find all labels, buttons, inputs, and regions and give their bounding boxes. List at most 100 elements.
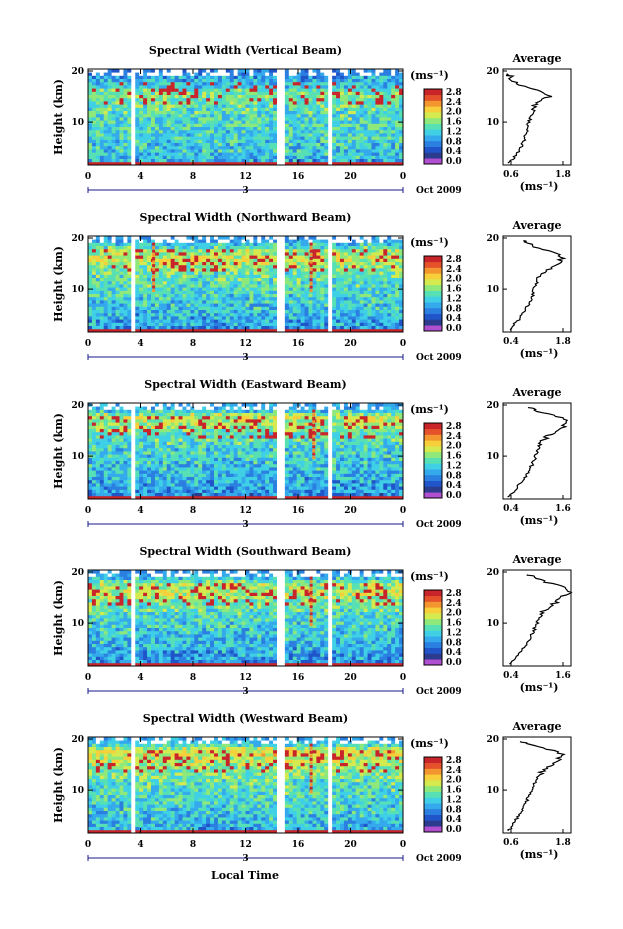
heatmap-cell <box>198 155 203 159</box>
heatmap-cell <box>395 242 400 246</box>
heatmap-cell <box>119 123 124 127</box>
heatmap-cell <box>174 316 179 320</box>
heatmap-cell <box>257 287 262 291</box>
heatmap-cell <box>253 255 258 259</box>
heatmap-cell <box>304 264 309 269</box>
heatmap-cell <box>135 85 140 89</box>
heatmap-cell <box>186 91 191 95</box>
heatmap-cell <box>316 274 321 278</box>
heatmap-cell <box>107 274 113 278</box>
heatmap-cell <box>170 120 176 124</box>
heatmap-cell <box>277 287 282 291</box>
heatmap-cell <box>233 306 239 310</box>
heatmap-cell <box>265 245 270 250</box>
heatmap-cell <box>265 142 270 147</box>
heatmap-cell <box>284 319 290 323</box>
heatmap-cell <box>241 293 246 298</box>
heatmap-cell <box>253 158 258 163</box>
heatmap-cell <box>395 322 400 326</box>
heatmap-cell <box>127 91 132 95</box>
heatmap-cell <box>277 306 282 310</box>
heatmap-cell <box>241 120 246 124</box>
heatmap-cell <box>217 236 223 240</box>
heatmap-cell <box>190 306 195 310</box>
heatmap-cell <box>170 248 176 253</box>
heatmap-cell <box>210 72 215 76</box>
heatmap-cell <box>273 88 278 92</box>
heatmap-cell <box>336 88 341 92</box>
heatmap-cell <box>135 69 140 73</box>
heatmap-cell <box>292 75 298 79</box>
heatmap-cell <box>363 104 368 108</box>
heatmap-cell <box>217 245 223 250</box>
heatmap-cell <box>202 104 207 108</box>
heatmap-cell <box>320 149 325 153</box>
heatmap-cell <box>210 306 215 310</box>
heatmap-cell <box>253 129 258 134</box>
heatmap-cell <box>304 145 309 150</box>
heatmap-cell <box>296 312 302 317</box>
heatmap-cell <box>343 236 349 240</box>
heatmap-cell <box>371 75 376 79</box>
heatmap-cell <box>277 85 282 89</box>
heatmap-cell <box>249 277 254 282</box>
heatmap-cell <box>95 277 101 282</box>
heatmap-cell <box>257 296 262 301</box>
heatmap-cell <box>355 258 361 262</box>
heatmap-cell <box>88 242 93 246</box>
heatmap-cell <box>103 78 109 83</box>
heatmap-cell <box>178 78 183 83</box>
heatmap-cell <box>210 81 215 86</box>
heatmap-cell <box>300 85 305 89</box>
heatmap-cell <box>340 69 345 73</box>
heatmap-cell <box>379 117 384 121</box>
heatmap-cell <box>383 309 388 314</box>
heatmap-cell <box>355 242 361 246</box>
heatmap-cell <box>245 287 250 291</box>
heatmap-cell <box>214 133 219 137</box>
heatmap-cell <box>379 239 384 243</box>
heatmap-cell <box>170 101 176 105</box>
heatmap-cell <box>221 303 227 307</box>
heatmap-cell <box>131 161 136 165</box>
heatmap-cell <box>241 123 246 127</box>
heatmap-cell <box>340 149 345 153</box>
heatmap-cell <box>257 280 262 285</box>
heatmap-cell <box>190 296 195 301</box>
heatmap-cell <box>135 293 140 298</box>
heatmap-cell <box>269 81 274 86</box>
heatmap-cell <box>178 268 183 272</box>
heatmap-cell <box>210 142 215 147</box>
heatmap-cell <box>88 277 93 282</box>
heatmap-cell <box>375 268 380 272</box>
heatmap-cell <box>115 107 120 111</box>
heatmap-cell <box>123 101 128 105</box>
heatmap-cell <box>95 97 101 102</box>
heatmap-cell <box>99 258 105 262</box>
heatmap-cell <box>245 277 250 282</box>
heatmap-cell <box>103 277 109 282</box>
heatmap-cell <box>166 75 172 79</box>
heatmap-cell <box>292 325 298 330</box>
heatmap-cell <box>347 264 353 269</box>
heatmap-cell <box>320 293 325 298</box>
heatmap-cell <box>154 94 160 99</box>
heatmap-cell <box>206 139 211 143</box>
heatmap-cell <box>127 133 132 137</box>
x-tick-label: 0 <box>85 339 91 349</box>
heatmap-cell <box>123 239 128 243</box>
heatmap-cell <box>300 69 305 73</box>
heatmap-cell <box>139 123 144 127</box>
heatmap-cell <box>139 306 144 310</box>
colorbar-tick-label: 2.8 <box>446 88 462 98</box>
heatmap-cell <box>214 325 219 330</box>
heatmap-cell <box>379 290 384 294</box>
heatmap-cell <box>88 316 93 320</box>
heatmap-cell <box>111 309 116 314</box>
heatmap-cell <box>210 110 215 115</box>
heatmap-cell <box>202 325 207 330</box>
heatmap-cell <box>249 261 254 266</box>
heatmap-cell <box>292 123 298 127</box>
heatmap-cell <box>154 242 160 246</box>
heatmap-cell <box>131 123 136 127</box>
